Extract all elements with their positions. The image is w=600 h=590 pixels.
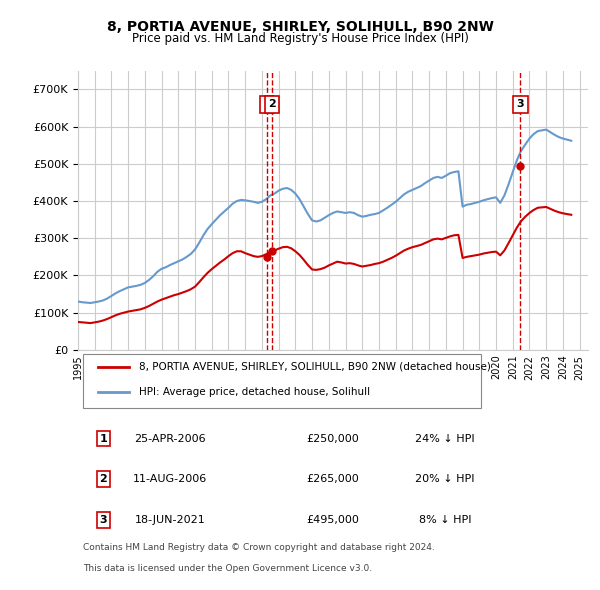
FancyBboxPatch shape [83, 353, 481, 408]
Text: HPI: Average price, detached house, Solihull: HPI: Average price, detached house, Soli… [139, 388, 370, 398]
Text: 18-JUN-2021: 18-JUN-2021 [134, 515, 205, 525]
Text: 8, PORTIA AVENUE, SHIRLEY, SOLIHULL, B90 2NW (detached house): 8, PORTIA AVENUE, SHIRLEY, SOLIHULL, B90… [139, 362, 491, 372]
Text: 25-APR-2006: 25-APR-2006 [134, 434, 206, 444]
Text: 24% ↓ HPI: 24% ↓ HPI [415, 434, 475, 444]
Text: 11-AUG-2006: 11-AUG-2006 [133, 474, 207, 484]
Text: 8, PORTIA AVENUE, SHIRLEY, SOLIHULL, B90 2NW: 8, PORTIA AVENUE, SHIRLEY, SOLIHULL, B90… [107, 19, 493, 34]
Text: 2: 2 [268, 99, 276, 109]
Text: 8% ↓ HPI: 8% ↓ HPI [419, 515, 472, 525]
Text: 1: 1 [263, 99, 271, 109]
Text: 2: 2 [100, 474, 107, 484]
Text: £495,000: £495,000 [307, 515, 359, 525]
Text: £265,000: £265,000 [307, 474, 359, 484]
Text: 1: 1 [100, 434, 107, 444]
Text: Price paid vs. HM Land Registry's House Price Index (HPI): Price paid vs. HM Land Registry's House … [131, 32, 469, 45]
Text: This data is licensed under the Open Government Licence v3.0.: This data is licensed under the Open Gov… [83, 563, 372, 572]
Text: Contains HM Land Registry data © Crown copyright and database right 2024.: Contains HM Land Registry data © Crown c… [83, 543, 435, 552]
Text: £250,000: £250,000 [307, 434, 359, 444]
Text: 3: 3 [517, 99, 524, 109]
Text: 3: 3 [100, 515, 107, 525]
Text: 20% ↓ HPI: 20% ↓ HPI [415, 474, 475, 484]
